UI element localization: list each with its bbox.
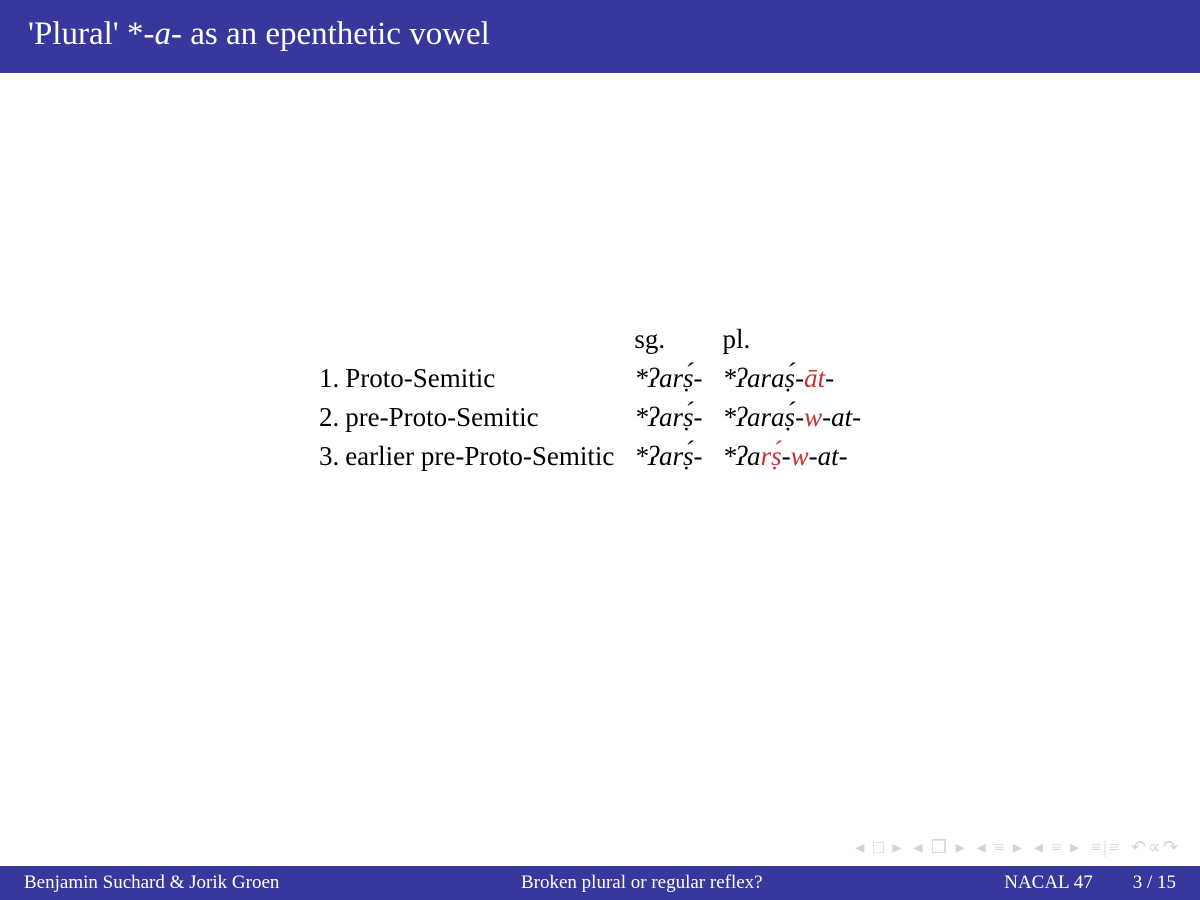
footer-title: Broken plural or regular reflex? (279, 872, 1004, 894)
row-label: earlier pre-Proto-Semitic (345, 437, 634, 476)
col-header-sg: sg. (634, 320, 722, 359)
nav-pages-icon[interactable]: ◂ ❐ ▸ (913, 837, 966, 858)
row-number: 1. (319, 359, 345, 398)
text-segment: w (791, 441, 809, 471)
slide-body: sg. pl. 1.Proto-Semitic*ʔarṣ́-*ʔaraṣ́-āt… (0, 320, 1200, 476)
row-number: 2. (319, 398, 345, 437)
text-segment: w (804, 402, 822, 432)
text-segment: - (825, 363, 834, 393)
footer-venue: NACAL 47 (1004, 872, 1093, 894)
linguistics-table: sg. pl. 1.Proto-Semitic*ʔarṣ́-*ʔaraṣ́-āt… (319, 320, 881, 476)
nav-outline-icon[interactable]: ≡|≡ (1091, 837, 1121, 858)
text-segment: *ʔarṣ́- (634, 441, 702, 471)
nav-undo-icon[interactable]: ↶∝↷ (1131, 837, 1180, 858)
footer-authors: Benjamin Suchard & Jorik Groen (24, 872, 279, 894)
title-prefix: 'Plural' *- (28, 16, 154, 52)
text-segment: *ʔa (722, 441, 760, 471)
title-italic: a (154, 16, 171, 52)
nav-prev-section-icon[interactable]: ◂ ≡ ▸ (977, 837, 1024, 858)
table-header-row: sg. pl. (319, 320, 881, 359)
text-segment: *ʔarṣ́- (634, 402, 702, 432)
table-row: 1.Proto-Semitic*ʔarṣ́- *ʔaraṣ́-āt- (319, 359, 881, 398)
row-number: 3. (319, 437, 345, 476)
row-label: pre-Proto-Semitic (345, 398, 634, 437)
cell-pl: *ʔarṣ́-w-at- (722, 437, 881, 476)
text-segment: *ʔarṣ́- (634, 363, 702, 393)
text-segment: -at- (809, 441, 848, 471)
table-row: 2.pre-Proto-Semitic*ʔarṣ́- *ʔaraṣ́-w-at- (319, 398, 881, 437)
beamer-nav-icons: ◂ □ ▸ ◂ ❐ ▸ ◂ ≡ ▸ ◂ ≡ ▸ ≡|≡ ↶∝↷ (855, 837, 1180, 858)
nav-next-section-icon[interactable]: ◂ ≡ ▸ (1034, 837, 1081, 858)
row-label: Proto-Semitic (345, 359, 634, 398)
cell-sg: *ʔarṣ́- (634, 437, 722, 476)
text-segment: *ʔaraṣ́- (722, 402, 804, 432)
text-segment: rṣ́ (761, 441, 782, 471)
footer-page: 3 / 15 (1133, 872, 1176, 894)
cell-pl: *ʔaraṣ́-āt- (722, 359, 881, 398)
text-segment: *ʔaraṣ́- (722, 363, 804, 393)
title-suffix: - as an epenthetic vowel (171, 16, 490, 52)
text-segment: -at- (822, 402, 861, 432)
slide-title: 'Plural' *-a- as an epenthetic vowel (0, 0, 1200, 73)
slide-footer: Benjamin Suchard & Jorik Groen Broken pl… (0, 866, 1200, 900)
cell-sg: *ʔarṣ́- (634, 398, 722, 437)
nav-first-icon[interactable]: ◂ □ ▸ (855, 837, 903, 858)
text-segment: āt (804, 363, 825, 393)
table-row: 3.earlier pre-Proto-Semitic*ʔarṣ́-*ʔarṣ́… (319, 437, 881, 476)
col-header-pl: pl. (722, 320, 881, 359)
cell-pl: *ʔaraṣ́-w-at- (722, 398, 881, 437)
cell-sg: *ʔarṣ́- (634, 359, 722, 398)
text-segment: - (782, 441, 791, 471)
